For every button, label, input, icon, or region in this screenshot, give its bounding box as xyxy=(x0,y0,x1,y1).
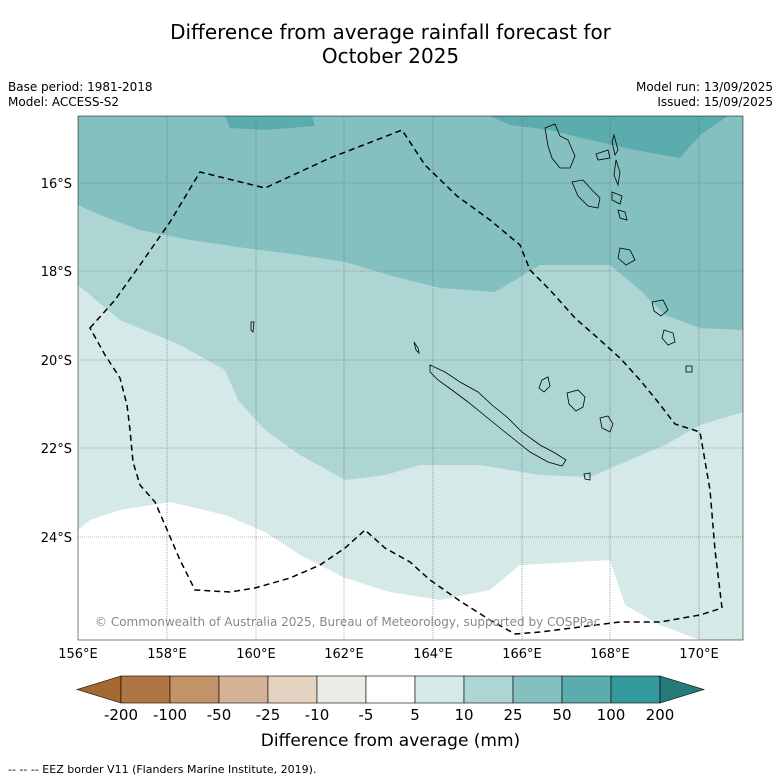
colorbar-tick-label: -25 xyxy=(256,706,281,724)
copyright-text: © Commonwealth of Australia 2025, Bureau… xyxy=(95,615,600,629)
latitude-labels: 16°S 18°S 20°S 22°S 24°S xyxy=(41,177,72,546)
lifou-island xyxy=(566,389,586,412)
colorbar-tick-label: -10 xyxy=(305,706,330,724)
lat-label: 20°S xyxy=(41,354,72,369)
belep-island xyxy=(413,341,420,355)
pentecost-island xyxy=(613,159,621,187)
colorbar-segment xyxy=(267,675,318,704)
colorbar-tick-label: 25 xyxy=(503,706,522,724)
isle-of-pines xyxy=(583,472,591,481)
eez-border xyxy=(89,129,723,635)
band-50-100-north xyxy=(225,116,315,130)
metadata-right: Model run: 13/09/2025 Issued: 15/09/2025 xyxy=(636,80,773,110)
lat-label: 16°S xyxy=(41,177,72,192)
maewo-island xyxy=(611,133,619,157)
colorbar-tick-label: 10 xyxy=(454,706,473,724)
colorbar-tick-label: -5 xyxy=(359,706,374,724)
tanna-island xyxy=(661,329,676,346)
colorbar-segment xyxy=(316,675,367,704)
colorbar-extend-high xyxy=(659,675,706,704)
chesterfield-islands xyxy=(250,321,255,333)
rainfall-anomaly-fill xyxy=(78,116,743,640)
lat-label: 24°S xyxy=(41,531,72,546)
colorbar-segment xyxy=(561,675,612,704)
lon-label: 162°E xyxy=(324,647,364,662)
title-line-2: October 2025 xyxy=(321,44,460,68)
colorbar-segment xyxy=(414,675,465,704)
lat-label: 18°S xyxy=(41,265,72,280)
colorbar-tick-label: -50 xyxy=(207,706,232,724)
colorbar-ticks: -200 -100 -50 -25 -10 -5 5 10 25 50 100 200 xyxy=(104,706,674,724)
colorbar xyxy=(75,675,706,704)
lon-label: 166°E xyxy=(502,647,542,662)
model-run: Model run: 13/09/2025 xyxy=(635,80,773,94)
band-25-50 xyxy=(78,116,743,330)
graticule xyxy=(78,116,743,640)
issued-date: Issued: 15/09/2025 xyxy=(657,95,773,109)
shepherd-islands xyxy=(617,209,628,221)
lat-label: 22°S xyxy=(41,442,72,457)
title-line-1: Difference from average rainfall forecas… xyxy=(170,20,611,44)
colorbar-segment xyxy=(120,675,171,704)
colorbar-tick-label: 100 xyxy=(597,706,626,724)
ambae-island xyxy=(595,149,611,161)
lon-label: 156°E xyxy=(58,647,98,662)
colorbar-tick-label: 5 xyxy=(410,706,420,724)
map-title: Difference from average rainfall forecas… xyxy=(0,20,781,68)
new-caledonia-island xyxy=(429,364,567,467)
colorbar-segment xyxy=(169,675,220,704)
mare-island xyxy=(599,415,614,433)
colorbar-tick-label: -100 xyxy=(153,706,187,724)
colorbar-segment xyxy=(218,675,269,704)
colorbar-segment xyxy=(512,675,563,704)
lon-label: 164°E xyxy=(413,647,453,662)
epi-island xyxy=(611,191,623,205)
erromango-island xyxy=(651,299,669,317)
colorbar-label: Difference from average (mm) xyxy=(260,731,521,751)
aneityum-island xyxy=(685,365,693,373)
map-frame xyxy=(77,115,744,641)
longitude-labels: 156°E 158°E 160°E 162°E 164°E 166°E 168°… xyxy=(58,647,719,662)
colorbar-segment xyxy=(610,675,661,704)
eez-footnote: -- -- -- EEZ border V11 (Flanders Marine… xyxy=(8,763,317,776)
colorbar-tick-label: 200 xyxy=(646,706,675,724)
malekula-island xyxy=(571,179,601,209)
colorbar-segment xyxy=(463,675,514,704)
espiritu-santo-island xyxy=(544,123,576,169)
colorbar-segment xyxy=(365,675,416,704)
metadata-left: Base period: 1981-2018 Model: ACCESS-S2 xyxy=(8,80,153,110)
lon-label: 160°E xyxy=(236,647,276,662)
lon-label: 158°E xyxy=(147,647,187,662)
lon-label: 168°E xyxy=(590,647,630,662)
colorbar-tick-label: -200 xyxy=(104,706,138,724)
colorbar-extend-low xyxy=(75,675,122,704)
colorbar-tick-label: 50 xyxy=(552,706,571,724)
lon-label: 170°E xyxy=(679,647,719,662)
base-period: Base period: 1981-2018 xyxy=(8,80,153,94)
efate-island xyxy=(617,247,636,266)
ouvea-island xyxy=(538,376,551,393)
model-name: Model: ACCESS-S2 xyxy=(8,95,120,109)
coastlines xyxy=(250,123,693,481)
